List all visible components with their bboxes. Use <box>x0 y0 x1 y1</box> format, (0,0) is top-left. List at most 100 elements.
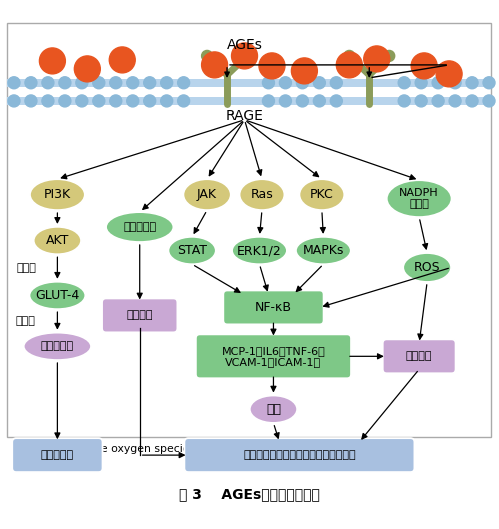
Ellipse shape <box>240 179 284 210</box>
Circle shape <box>178 77 190 89</box>
Circle shape <box>384 50 395 61</box>
Ellipse shape <box>387 180 452 217</box>
Circle shape <box>110 77 122 89</box>
Circle shape <box>432 95 444 107</box>
Circle shape <box>8 77 20 89</box>
Circle shape <box>93 95 105 107</box>
Circle shape <box>93 77 105 89</box>
Ellipse shape <box>250 396 297 423</box>
Circle shape <box>242 50 252 61</box>
Ellipse shape <box>299 179 344 210</box>
Circle shape <box>411 53 437 79</box>
Circle shape <box>144 95 156 107</box>
Circle shape <box>59 77 71 89</box>
Circle shape <box>398 77 410 89</box>
Text: 葡萄糖吸收: 葡萄糖吸收 <box>41 341 74 351</box>
Circle shape <box>110 95 122 107</box>
Text: PKC: PKC <box>310 188 334 201</box>
Text: 糖尿病、动脉粥样硬化、肾病、癌症等: 糖尿病、动脉粥样硬化、肾病、癌症等 <box>243 450 356 460</box>
Circle shape <box>449 77 461 89</box>
Text: GLUT-4: GLUT-4 <box>35 289 79 302</box>
Text: （一）: （一） <box>15 316 35 326</box>
Bar <box>7 97 491 105</box>
Circle shape <box>25 95 37 107</box>
Circle shape <box>313 95 325 107</box>
Circle shape <box>330 95 342 107</box>
Circle shape <box>415 77 427 89</box>
Circle shape <box>483 77 495 89</box>
Circle shape <box>330 77 342 89</box>
Text: MCP-1、IL6、TNF-6、
VCAM-1、ICAM-1等: MCP-1、IL6、TNF-6、 VCAM-1、ICAM-1等 <box>222 345 325 367</box>
Text: 细胞凋亡: 细胞凋亡 <box>126 311 153 321</box>
Circle shape <box>291 58 317 84</box>
Ellipse shape <box>232 237 287 264</box>
Circle shape <box>449 95 461 107</box>
Circle shape <box>262 77 274 89</box>
Ellipse shape <box>183 179 231 210</box>
Circle shape <box>398 95 410 107</box>
Ellipse shape <box>29 282 85 309</box>
Bar <box>7 79 491 87</box>
Circle shape <box>202 50 213 61</box>
Circle shape <box>483 95 495 107</box>
Circle shape <box>161 77 173 89</box>
Circle shape <box>42 77 54 89</box>
Circle shape <box>178 95 190 107</box>
Circle shape <box>76 77 88 89</box>
Circle shape <box>109 47 135 73</box>
Text: PI3K: PI3K <box>44 188 71 201</box>
Text: NF-κB: NF-κB <box>255 301 292 314</box>
Text: 氧化应激: 氧化应激 <box>406 351 433 361</box>
Circle shape <box>313 77 325 89</box>
Circle shape <box>344 50 355 61</box>
Circle shape <box>127 77 139 89</box>
Text: AKT: AKT <box>46 234 69 247</box>
Text: ROS.活性氧（reactive oxygen species）；一.抑制作用。图4同。: ROS.活性氧（reactive oxygen species）；一.抑制作用。… <box>11 444 277 454</box>
Text: STAT: STAT <box>177 244 207 257</box>
Text: AGEs: AGEs <box>227 38 262 52</box>
Circle shape <box>202 52 228 78</box>
Circle shape <box>144 77 156 89</box>
Circle shape <box>74 56 100 82</box>
Text: ERK1/2: ERK1/2 <box>237 244 282 257</box>
Circle shape <box>262 95 274 107</box>
Ellipse shape <box>34 227 81 254</box>
Ellipse shape <box>403 253 451 282</box>
Circle shape <box>432 77 444 89</box>
Ellipse shape <box>169 237 216 264</box>
FancyBboxPatch shape <box>102 298 178 332</box>
Text: 内质网应激: 内质网应激 <box>123 222 156 232</box>
Text: 图 3    AGEs的简化致病机理: 图 3 AGEs的简化致病机理 <box>179 487 320 501</box>
Circle shape <box>59 95 71 107</box>
Circle shape <box>415 95 427 107</box>
FancyBboxPatch shape <box>12 438 103 472</box>
Text: 炎症: 炎症 <box>266 403 281 416</box>
Text: JAK: JAK <box>197 188 217 201</box>
Text: RAGE: RAGE <box>226 109 263 123</box>
Circle shape <box>127 95 139 107</box>
Circle shape <box>8 95 20 107</box>
Circle shape <box>161 95 173 107</box>
Circle shape <box>279 95 291 107</box>
Ellipse shape <box>106 212 174 242</box>
Ellipse shape <box>24 333 91 360</box>
Circle shape <box>364 46 390 72</box>
Text: Ras: Ras <box>250 188 273 201</box>
FancyBboxPatch shape <box>184 438 414 472</box>
Circle shape <box>436 61 462 87</box>
Text: MAPKs: MAPKs <box>303 244 344 257</box>
Circle shape <box>25 77 37 89</box>
Circle shape <box>259 53 285 79</box>
Text: 胰岛素抵抗: 胰岛素抵抗 <box>41 450 74 460</box>
FancyBboxPatch shape <box>7 23 491 436</box>
Circle shape <box>76 95 88 107</box>
Text: NADPH
氧化酶: NADPH 氧化酶 <box>399 188 439 209</box>
FancyBboxPatch shape <box>383 339 456 373</box>
Circle shape <box>296 95 308 107</box>
Circle shape <box>42 95 54 107</box>
Text: ROS: ROS <box>414 261 441 274</box>
Circle shape <box>232 43 257 69</box>
Circle shape <box>336 52 362 78</box>
Circle shape <box>466 77 478 89</box>
Circle shape <box>466 95 478 107</box>
